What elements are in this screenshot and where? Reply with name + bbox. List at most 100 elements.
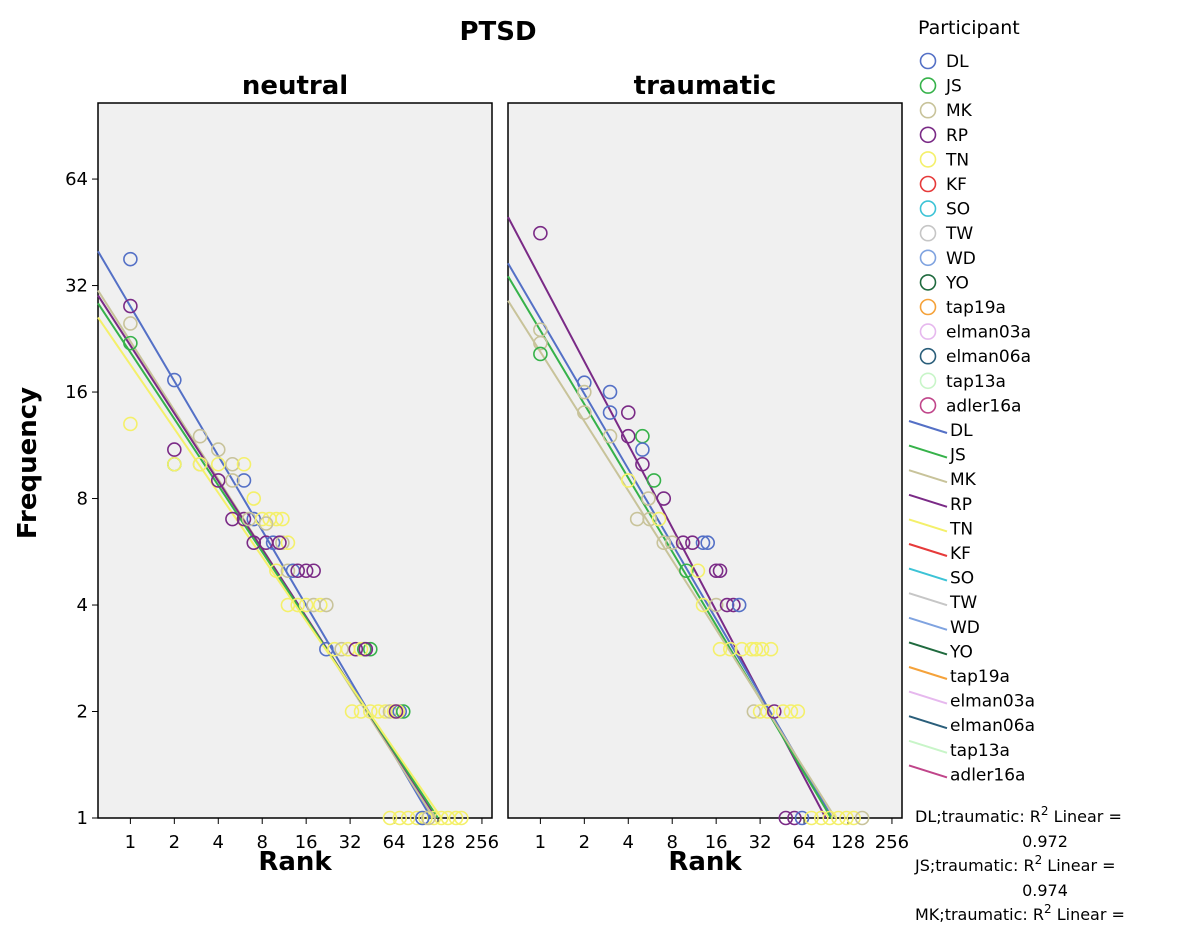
legend-marker	[919, 249, 937, 267]
point-MK	[225, 473, 240, 488]
y-tick-label: 8	[77, 489, 88, 510]
y-tick-label: 32	[65, 276, 88, 297]
legend-label: YO	[945, 273, 969, 293]
point-TN	[344, 704, 360, 719]
point-TN	[712, 641, 728, 657]
legend-item-marker-MK: MK	[919, 101, 973, 121]
point-MK	[210, 442, 226, 457]
point-MK	[123, 316, 138, 331]
point-DL	[602, 405, 618, 420]
legend-item-marker-SO: SO	[919, 200, 970, 220]
legend-item-line-RP: RP	[908, 493, 972, 515]
panel-neutral: neutral Rank 1 2 4 8 16 32 64 128 256 1 2 4 8 16 32 64	[65, 71, 499, 877]
legend-item-marker-TW: TW	[919, 224, 973, 244]
y-axis-label: Frequency	[13, 387, 43, 539]
point-TN	[839, 810, 854, 826]
x-tick-label: 1	[125, 832, 136, 853]
point-RP	[726, 597, 741, 613]
point-RP	[358, 641, 374, 657]
point-TN	[846, 810, 861, 826]
x-tick-label: 128	[421, 832, 455, 853]
y-tick-label: 16	[65, 382, 88, 403]
legend-marker	[919, 77, 937, 94]
point-MK	[602, 428, 618, 444]
point-TN	[210, 456, 226, 472]
legend-item-line-YO: YO	[908, 641, 973, 662]
point-RP	[620, 428, 636, 444]
point-DL	[794, 810, 810, 826]
point-TN	[353, 704, 369, 719]
legend-label: tap19a	[946, 298, 1006, 318]
point-RP	[719, 597, 735, 613]
point-JS	[362, 641, 378, 657]
fit-note: DL;traumatic: R2 Linear =	[915, 804, 1122, 826]
y-tick-label: 1	[77, 808, 88, 829]
legend-label: JS	[945, 77, 962, 97]
point-MK	[334, 641, 349, 657]
legend-marker	[919, 200, 937, 217]
legend-item-marker-adler16a: adler16a	[919, 396, 1021, 416]
point-RP	[290, 563, 305, 579]
point-TN	[783, 704, 799, 719]
point-RP	[272, 535, 287, 551]
legend-item-line-tap19a: tap19a	[908, 666, 1010, 687]
point-RP	[656, 491, 672, 506]
y-tick-label: 2	[77, 702, 88, 723]
x-tick-label: 1	[535, 832, 546, 853]
point-MK	[642, 511, 657, 527]
chart-title: PTSD	[459, 17, 536, 47]
point-TN	[236, 456, 252, 472]
point-TN	[723, 641, 738, 657]
legend-line	[908, 518, 948, 533]
legend-label: WD	[950, 618, 980, 638]
legend-marker	[919, 372, 937, 390]
legend-line	[908, 764, 948, 779]
point-RP	[298, 563, 314, 579]
y-tick-label: 64	[65, 169, 88, 190]
point-DL	[265, 535, 281, 551]
point-RP	[225, 511, 240, 527]
legend-label: adler16a	[950, 765, 1025, 785]
point-DL	[700, 535, 715, 551]
legend-item-marker-WD: WD	[919, 249, 976, 269]
legend-item-marker-RP: RP	[919, 126, 968, 146]
legend-line	[908, 567, 948, 582]
point-TN	[752, 704, 768, 719]
legend-label: MK	[950, 470, 977, 490]
legend-label: SO	[946, 200, 970, 220]
point-TN	[448, 810, 464, 826]
legend-marker	[919, 52, 937, 70]
legend-marker	[919, 175, 937, 193]
point-TN	[763, 641, 779, 657]
point-RP	[236, 511, 252, 527]
point-TN	[298, 597, 314, 613]
point-DL	[602, 384, 618, 400]
point-TN	[620, 473, 636, 488]
legend-marker	[919, 101, 937, 119]
point-TN	[734, 641, 750, 657]
point-RP	[620, 405, 636, 420]
point-TN	[246, 491, 262, 506]
point-DL	[577, 375, 592, 391]
legend-label: RP	[946, 126, 968, 146]
legend-item-line-tap13a: tap13a	[908, 739, 1010, 761]
point-RP	[778, 810, 794, 826]
point-TN	[400, 810, 416, 826]
point-MK	[854, 810, 870, 826]
legend-item-line-KF: KF	[908, 543, 971, 564]
point-MK	[577, 405, 592, 420]
point-RP	[348, 641, 364, 657]
point-TN	[651, 511, 667, 527]
legend-label: YO	[949, 642, 973, 662]
point-DL	[415, 810, 430, 826]
legend-label: elman06a	[950, 716, 1035, 736]
point-TN	[362, 704, 378, 719]
x-tick-label: 256	[465, 832, 499, 853]
legend-label: DL	[946, 52, 969, 72]
fit-line-MK	[507, 300, 837, 819]
x-tick-label: 32	[339, 832, 362, 853]
point-MK	[192, 428, 208, 444]
point-RP	[388, 704, 404, 719]
legend-item-line-DL: DL	[908, 420, 973, 441]
